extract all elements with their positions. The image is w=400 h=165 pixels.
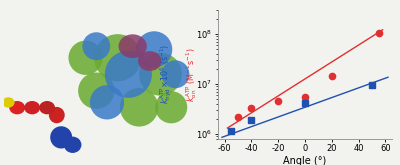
Circle shape xyxy=(2,97,14,108)
Ellipse shape xyxy=(118,34,147,58)
Ellipse shape xyxy=(94,34,141,81)
Ellipse shape xyxy=(138,51,162,71)
Ellipse shape xyxy=(64,137,82,153)
Text: $k_{\rm hyd}^{\rm ATP}$$\!\times\!10^6$ (s$^{-1}$): $k_{\rm hyd}^{\rm ATP}$$\!\times\!10^6$ … xyxy=(158,44,174,104)
Ellipse shape xyxy=(49,107,65,123)
Ellipse shape xyxy=(68,41,103,75)
Circle shape xyxy=(24,101,40,114)
X-axis label: Angle (°): Angle (°) xyxy=(283,156,327,165)
Ellipse shape xyxy=(139,53,182,96)
Text: $k_{\rm on}^{\rm ATP}$ (M$^{-1}$s$^{-1}$): $k_{\rm on}^{\rm ATP}$ (M$^{-1}$s$^{-1}$… xyxy=(184,47,200,101)
Ellipse shape xyxy=(78,73,114,109)
Ellipse shape xyxy=(120,88,158,127)
Ellipse shape xyxy=(105,51,152,98)
Ellipse shape xyxy=(136,31,172,68)
Ellipse shape xyxy=(82,32,110,60)
Ellipse shape xyxy=(162,60,189,88)
Circle shape xyxy=(9,101,25,114)
Ellipse shape xyxy=(90,85,124,119)
Ellipse shape xyxy=(50,126,72,148)
Ellipse shape xyxy=(155,91,187,123)
Circle shape xyxy=(39,101,55,114)
